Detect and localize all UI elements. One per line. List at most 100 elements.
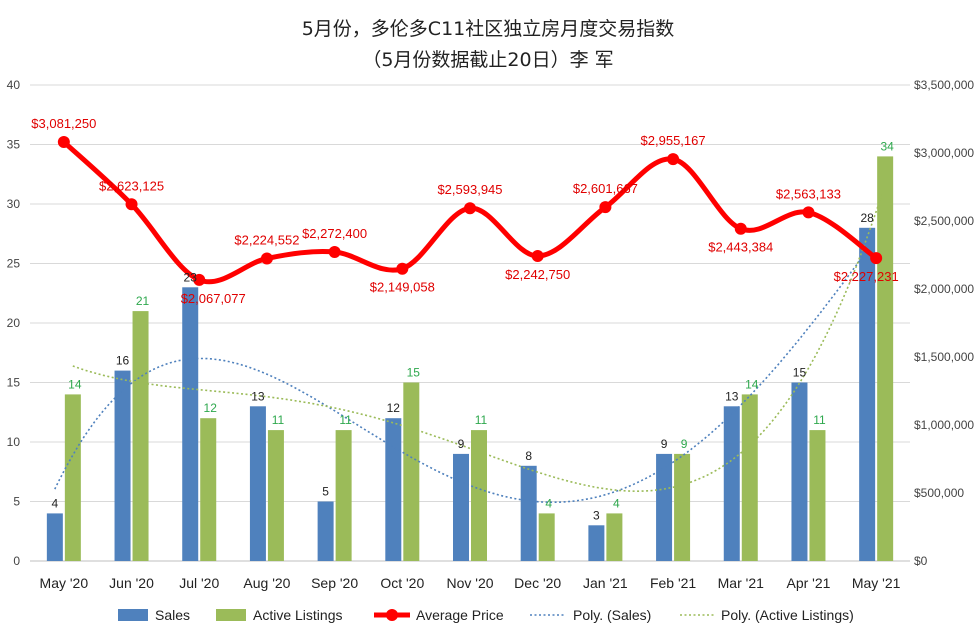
active-listings-trendline [72, 194, 883, 492]
average-price-point [328, 245, 341, 258]
right-axis-tick: $3,500,000 [914, 78, 974, 92]
right-axis-tick: $0 [914, 554, 928, 568]
average-price-data-label: $2,563,133 [776, 186, 841, 201]
average-price-point [125, 198, 138, 211]
x-axis-tick: May '21 [852, 575, 901, 591]
x-axis-tick: Jan '21 [583, 575, 628, 591]
x-axis: May '20 Jun '20 Jul '20 Aug '20 Sep '20 Oct '… [40, 575, 901, 591]
sales-bar [182, 287, 199, 561]
active-listings-bar [64, 394, 81, 561]
sales-bar [859, 227, 876, 562]
active-listings-bar [606, 513, 623, 561]
sales-bar [317, 501, 334, 561]
average-price-data-label: $2,272,400 [302, 226, 367, 241]
average-price-point [193, 273, 206, 286]
x-axis-tick: Aug '20 [243, 575, 290, 591]
legend-label-poly-active-listings: Poly. (Active Listings) [721, 607, 854, 623]
average-price-data-label: $2,601,667 [573, 181, 638, 196]
sales-data-label: 16 [116, 354, 130, 368]
right-axis-tick: $1,500,000 [914, 350, 974, 364]
average-price-data-label: $2,623,125 [99, 178, 164, 193]
sales-data-label: 9 [458, 437, 465, 451]
sales-data-label: 15 [793, 366, 807, 380]
active-listings-data-label: 11 [272, 413, 285, 427]
active-listings-data-label: 11 [475, 413, 488, 427]
active-listings-data-label: 9 [681, 437, 688, 451]
chart-title-line-1: 5月份，多伦多C11社区独立房月度交易指数 [302, 18, 675, 40]
sales-data-label: 5 [322, 485, 329, 499]
active-listings-data-label: 14 [68, 377, 82, 391]
sales-data-label: 9 [661, 437, 668, 451]
sales-data-label: 13 [725, 389, 739, 403]
active-listings-bar [809, 430, 826, 561]
right-axis-tick: $2,500,000 [914, 214, 974, 228]
sales-bar [114, 370, 131, 561]
left-axis-tick: 25 [7, 257, 21, 271]
left-axis: 0 5 10 15 20 25 30 35 40 [7, 78, 21, 568]
x-axis-tick: Feb '21 [650, 575, 696, 591]
average-price-point [396, 262, 409, 275]
sales-data-label: 23 [184, 270, 198, 284]
average-price-series [57, 135, 883, 286]
x-axis-tick: May '20 [40, 575, 89, 591]
active-listings-bar [877, 156, 894, 561]
legend-swatch-active-listings [216, 609, 246, 621]
sales-data-label: 13 [251, 389, 265, 403]
sales-bar [46, 513, 63, 561]
sales-bar [453, 453, 469, 561]
average-price-data-label: $2,955,167 [641, 133, 706, 148]
legend-label-poly-sales: Poly. (Sales) [573, 607, 651, 623]
average-price-point [667, 153, 680, 166]
average-price-point [599, 201, 612, 214]
legend: Sales Active Listings Average Price Poly. (… [118, 607, 854, 623]
sales-bar [656, 453, 673, 561]
active-listings-data-label: 14 [745, 377, 759, 391]
sales-bar [791, 382, 808, 561]
active-listings-bar [674, 453, 691, 561]
price-data-labels: $3,081,250 $2,623,125 $2,067,077 $2,224,552… [31, 116, 898, 306]
active-listings-data-label: 4 [545, 496, 552, 510]
left-axis-tick: 35 [7, 138, 21, 152]
average-price-data-label: $2,227,231 [834, 269, 899, 284]
x-axis-tick: Jun '20 [109, 575, 154, 591]
active-listings-bar [403, 382, 420, 561]
average-price-point [464, 202, 476, 215]
average-price-data-label: $2,224,552 [234, 232, 299, 247]
average-price-data-label: $2,149,058 [370, 280, 435, 295]
active-listings-data-label: 11 [813, 413, 826, 427]
average-price-data-label: $2,443,384 [708, 240, 773, 255]
active-listings-bar [741, 394, 758, 561]
left-axis-tick: 40 [7, 78, 21, 92]
chart-title-line-2: （5月份数据截止20日）李 军 [362, 49, 613, 71]
gridlines [30, 84, 910, 562]
left-axis-tick: 20 [7, 316, 21, 330]
average-price-data-label: $3,081,250 [31, 116, 96, 131]
legend-swatch-sales [118, 609, 148, 621]
average-price-point [870, 252, 883, 265]
active-listings-data-label: 15 [407, 366, 421, 380]
left-axis-tick: 10 [7, 435, 21, 449]
sales-data-label: 3 [593, 508, 600, 522]
average-price-data-label: $2,242,750 [505, 267, 570, 282]
x-axis-tick: Oct '20 [380, 575, 424, 591]
trendlines [54, 194, 883, 504]
average-price-data-label: $2,593,945 [437, 182, 502, 197]
right-axis: $0 $500,000 $1,000,000 $1,500,000 $2,000,000… [914, 78, 974, 568]
sales-data-label: 8 [525, 449, 532, 463]
legend-label-sales: Sales [155, 607, 190, 623]
average-price-point [734, 222, 747, 235]
legend-marker-average-price [386, 609, 398, 621]
sales-data-label: 28 [860, 211, 874, 225]
legend-label-average-price: Average Price [416, 607, 504, 623]
sales-bar [723, 406, 740, 561]
right-axis-tick: $3,000,000 [914, 146, 974, 160]
active-listings-bar [471, 430, 487, 561]
legend-label-active-listings: Active Listings [253, 607, 342, 623]
active-listings-bar [335, 430, 352, 561]
x-axis-tick: Jul '20 [179, 575, 219, 591]
sales-bar [249, 406, 266, 561]
active-listings-bar [132, 311, 149, 561]
active-listings-data-label: 12 [204, 401, 218, 415]
